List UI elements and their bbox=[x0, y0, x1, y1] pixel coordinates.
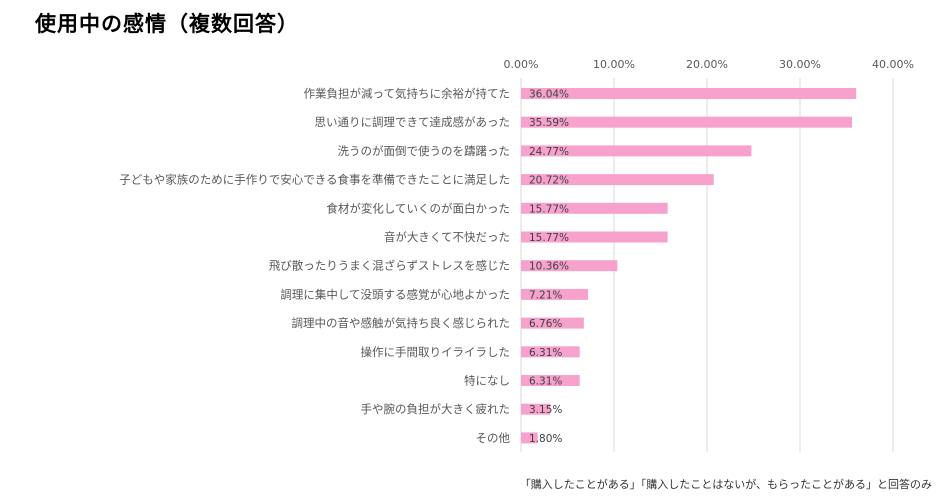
category-label: 操作に手間取りイライラした bbox=[361, 345, 511, 359]
category-label: その他 bbox=[476, 431, 511, 445]
bar bbox=[521, 346, 580, 358]
tick-label: 0.00% bbox=[504, 58, 539, 71]
category-label: 子どもや家族のために手作りで安心できる食事を準備できたことに満足した bbox=[119, 173, 510, 187]
bar bbox=[521, 317, 584, 329]
data-label: 7.21% bbox=[529, 289, 562, 301]
data-label: 6.76% bbox=[529, 318, 562, 330]
data-label: 20.72% bbox=[529, 175, 569, 187]
bar bbox=[521, 116, 852, 128]
category-label: 作業負担が減って気持ちに余裕が持てた bbox=[304, 87, 510, 101]
tick-label: 30.00% bbox=[779, 58, 821, 71]
data-label: 35.59% bbox=[529, 117, 569, 129]
tick-label: 20.00% bbox=[686, 58, 728, 71]
category-label: 洗うのが面倒で使うのを躊躇った bbox=[338, 144, 511, 158]
category-label: 飛び散ったりうまく混ざらずストレスを感じた bbox=[269, 259, 510, 273]
footnote: 「購入したことがある」「購入したことはないが、もらったことがある」と回答のみ bbox=[519, 478, 932, 491]
data-label: 6.31% bbox=[529, 347, 562, 359]
chart-title: 使用中の感情（複数回答） bbox=[35, 12, 299, 36]
bar bbox=[521, 260, 618, 272]
data-label: 36.04% bbox=[529, 89, 569, 101]
bar bbox=[521, 231, 668, 243]
data-label: 3.15% bbox=[529, 404, 562, 416]
category-label: 特になし bbox=[464, 374, 510, 388]
tick-label: 10.00% bbox=[593, 58, 635, 71]
category-label: 思い通りに調理できて達成感があった bbox=[315, 115, 511, 129]
bar bbox=[521, 432, 538, 444]
category-label: 食材が変化していくのが面白かった bbox=[326, 201, 510, 215]
category-label: 調理中の音や感触が気持ち良く感じられた bbox=[292, 316, 511, 330]
tick-label: 40.00% bbox=[872, 58, 914, 71]
bar bbox=[521, 174, 714, 186]
data-label: 15.77% bbox=[529, 232, 569, 244]
data-label: 24.77% bbox=[529, 146, 569, 158]
data-label: 10.36% bbox=[529, 261, 569, 273]
bar bbox=[521, 403, 551, 415]
category-label: 調理に集中して没頭する感覚が心地よかった bbox=[280, 287, 510, 301]
category-label: 手や腕の負担が大きく疲れた bbox=[361, 402, 511, 416]
data-label: 6.31% bbox=[529, 376, 562, 388]
bar bbox=[521, 88, 857, 99]
data-label: 15.77% bbox=[529, 203, 569, 215]
bar bbox=[521, 145, 752, 157]
bar bbox=[521, 288, 589, 300]
bar bbox=[521, 375, 580, 386]
category-label: 音が大きくて不快だった bbox=[384, 230, 510, 244]
data-label: 1.80% bbox=[529, 433, 562, 445]
bar bbox=[521, 202, 668, 214]
